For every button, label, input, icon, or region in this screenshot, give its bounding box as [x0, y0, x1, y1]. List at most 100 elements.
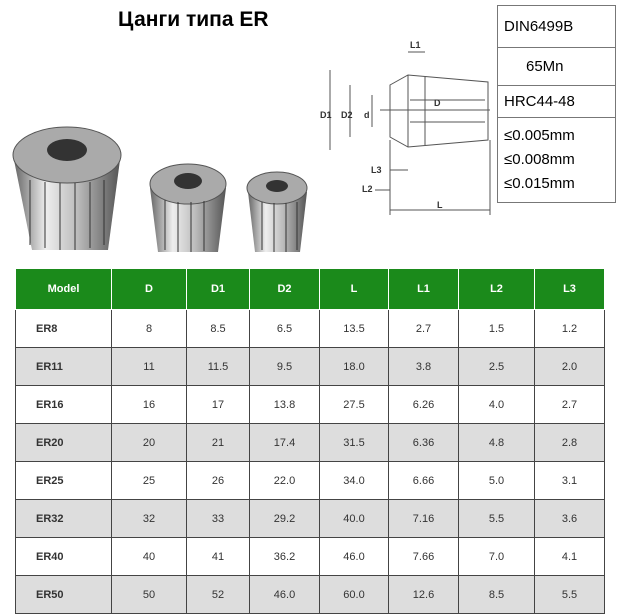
- cell: 50: [111, 575, 187, 614]
- cell: 26: [186, 461, 250, 500]
- cell: 40: [111, 537, 187, 576]
- model-cell: ER25: [15, 461, 112, 500]
- cell: 21: [186, 423, 250, 462]
- model-cell: ER8: [15, 309, 112, 348]
- cell: 41: [186, 537, 250, 576]
- drawing-label: L: [437, 200, 443, 210]
- cell: 46.0: [249, 575, 320, 614]
- table: Model D D1 D2 L L1 L2 L3 ER8 8 8.5 6.5 13.5 2.7 1.5 1.2…: [15, 268, 605, 614]
- drawing-label: L3: [371, 165, 382, 175]
- row: ER16 16 17 13.8 27.5 6.26 4.0 2.7: [15, 385, 605, 424]
- column-header: D2: [249, 268, 320, 310]
- spec: DIN6499B: [498, 6, 615, 48]
- column-header: D: [111, 268, 187, 310]
- cell: 16: [111, 385, 187, 424]
- spec: 65Mn: [498, 48, 615, 86]
- cell: 6.66: [388, 461, 459, 500]
- collet-small: [246, 171, 308, 252]
- cell: 12.6: [388, 575, 459, 614]
- cell: 13.5: [319, 309, 389, 348]
- cell: 8.5: [186, 309, 250, 348]
- cell: 17.4: [249, 423, 320, 462]
- collet-large: [12, 126, 122, 250]
- drawing-label: L2: [362, 184, 373, 194]
- collet-medium: [149, 163, 227, 252]
- cell: 3.6: [534, 499, 605, 538]
- cell: 52: [186, 575, 250, 614]
- cell: 2.5: [458, 347, 535, 386]
- header-row: Model D D1 D2 L L1 L2 L3: [15, 268, 605, 310]
- cell: 20: [111, 423, 187, 462]
- spec: ≤0.005mm: [504, 127, 575, 144]
- cell: 27.5: [319, 385, 389, 424]
- cell: 8: [111, 309, 187, 348]
- cell: 3.8: [388, 347, 459, 386]
- cell: 4.1: [534, 537, 605, 576]
- cell: 7.66: [388, 537, 459, 576]
- cell: 31.5: [319, 423, 389, 462]
- cell: 17: [186, 385, 250, 424]
- technical-drawing: [329, 51, 491, 215]
- model-cell: ER50: [15, 575, 112, 614]
- cell: 5.0: [458, 461, 535, 500]
- cell: 11.5: [186, 347, 250, 386]
- cell: 11: [111, 347, 187, 386]
- cell: 13.8: [249, 385, 320, 424]
- row: ER25 25 26 22.0 34.0 6.66 5.0 3.1: [15, 461, 605, 500]
- spec-tolerances: ≤0.005mm ≤0.008mm ≤0.015mm: [498, 118, 615, 202]
- spec: HRC44-48: [498, 86, 615, 118]
- cell: 1.5: [458, 309, 535, 348]
- cell: 46.0: [319, 537, 389, 576]
- spec-box: DIN6499B 65Mn HRC44-48 ≤0.005mm ≤0.008mm…: [497, 5, 616, 203]
- title: Цанги типа ER: [118, 8, 269, 31]
- cell: 2.8: [534, 423, 605, 462]
- drawing-label: d: [364, 110, 370, 120]
- cell: 4.0: [458, 385, 535, 424]
- cell: 9.5: [249, 347, 320, 386]
- model-cell: ER32: [15, 499, 112, 538]
- cell: 34.0: [319, 461, 389, 500]
- column-header: L3: [534, 268, 605, 310]
- cell: 1.2: [534, 309, 605, 348]
- spec: ≤0.015mm: [504, 175, 575, 192]
- cell: 36.2: [249, 537, 320, 576]
- cell: 32: [111, 499, 187, 538]
- cell: 29.2: [249, 499, 320, 538]
- row: ER40 40 41 36.2 46.0 7.66 7.0 4.1: [15, 537, 605, 576]
- row: ER50 50 52 46.0 60.0 12.6 8.5 5.5: [15, 575, 605, 614]
- illustration: L1 D1 D2 d D L3 L2 L: [12, 40, 491, 252]
- cell: 25: [111, 461, 187, 500]
- column-header: Model: [15, 268, 112, 310]
- column-header: L2: [458, 268, 535, 310]
- cell: 3.1: [534, 461, 605, 500]
- drawing-label: D: [434, 98, 441, 108]
- cell: 18.0: [319, 347, 389, 386]
- cell: 2.7: [534, 385, 605, 424]
- cell: 33: [186, 499, 250, 538]
- drawing-label: L1: [410, 40, 421, 50]
- model-cell: ER11: [15, 347, 112, 386]
- spec: ≤0.008mm: [504, 151, 575, 168]
- model-cell: ER16: [15, 385, 112, 424]
- drawing-label: D2: [341, 110, 353, 120]
- cell: 8.5: [458, 575, 535, 614]
- row: ER8 8 8.5 6.5 13.5 2.7 1.5 1.2: [15, 309, 605, 348]
- model-cell: ER40: [15, 537, 112, 576]
- cell: 2.7: [388, 309, 459, 348]
- cell: 6.26: [388, 385, 459, 424]
- cell: 4.8: [458, 423, 535, 462]
- model-cell: ER20: [15, 423, 112, 462]
- column-header: L1: [388, 268, 459, 310]
- page: Цанги типа ER L1 D1 D2 d D L3 L2 L DIN64…: [12, 5, 616, 614]
- cell: 60.0: [319, 575, 389, 614]
- row: ER20 20 21 17.4 31.5 6.36 4.8 2.8: [15, 423, 605, 462]
- cell: 7.16: [388, 499, 459, 538]
- cell: 40.0: [319, 499, 389, 538]
- column-header: L: [319, 268, 389, 310]
- cell: 5.5: [458, 499, 535, 538]
- column-header: D1: [186, 268, 250, 310]
- cell: 2.0: [534, 347, 605, 386]
- row: ER11 11 11.5 9.5 18.0 3.8 2.5 2.0: [15, 347, 605, 386]
- drawing-label: D1: [320, 110, 332, 120]
- cell: 6.5: [249, 309, 320, 348]
